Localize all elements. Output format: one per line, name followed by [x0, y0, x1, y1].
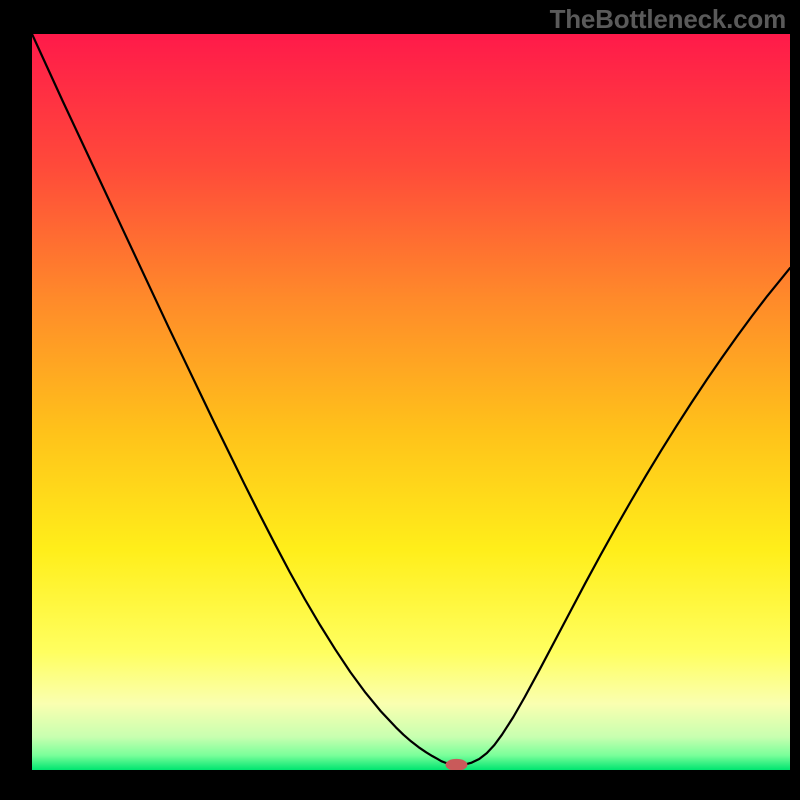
chart-plot-area [32, 34, 790, 770]
gradient-background [32, 34, 790, 770]
watermark-text: TheBottleneck.com [550, 4, 786, 35]
chart-svg [32, 34, 790, 770]
